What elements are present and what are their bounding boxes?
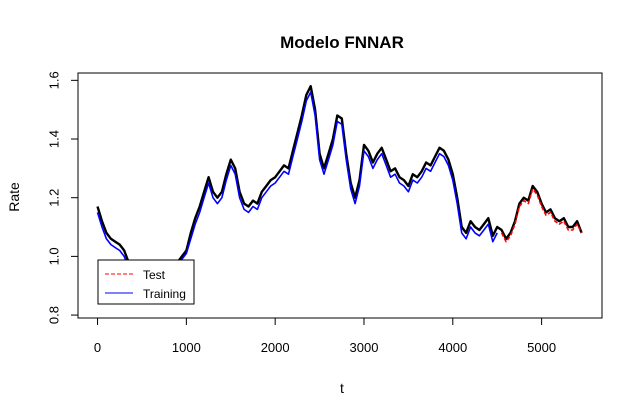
x-tick-label-2: 2000	[261, 340, 290, 355]
y-tick-label-3: 1.4	[46, 130, 61, 148]
x-tick-label-5: 5000	[527, 340, 556, 355]
y-tick-label-2: 1.2	[46, 189, 61, 207]
x-axis: 0 1000 2000 3000 4000 5000	[94, 317, 556, 355]
x-tick-label-0: 0	[94, 340, 101, 355]
chart-title: Modelo FNNAR	[280, 33, 404, 52]
series-line-2	[500, 188, 583, 243]
legend: Test Training	[97, 259, 195, 305]
x-tick-label-4: 4000	[438, 340, 467, 355]
y-axis-label: Rate	[6, 182, 22, 212]
y-tick-label-4: 1.6	[46, 71, 61, 89]
x-tick-label-3: 3000	[350, 340, 379, 355]
y-tick-label-1: 1.0	[46, 247, 61, 265]
x-tick-label-1: 1000	[172, 340, 201, 355]
legend-box	[97, 259, 195, 305]
y-axis: 0.8 1.0 1.2 1.4 1.6	[46, 71, 79, 324]
y-tick-label-0: 0.8	[46, 306, 61, 324]
x-axis-label: t	[340, 380, 344, 396]
legend-label-test: Test	[143, 268, 166, 282]
legend-label-training: Training	[143, 287, 186, 301]
